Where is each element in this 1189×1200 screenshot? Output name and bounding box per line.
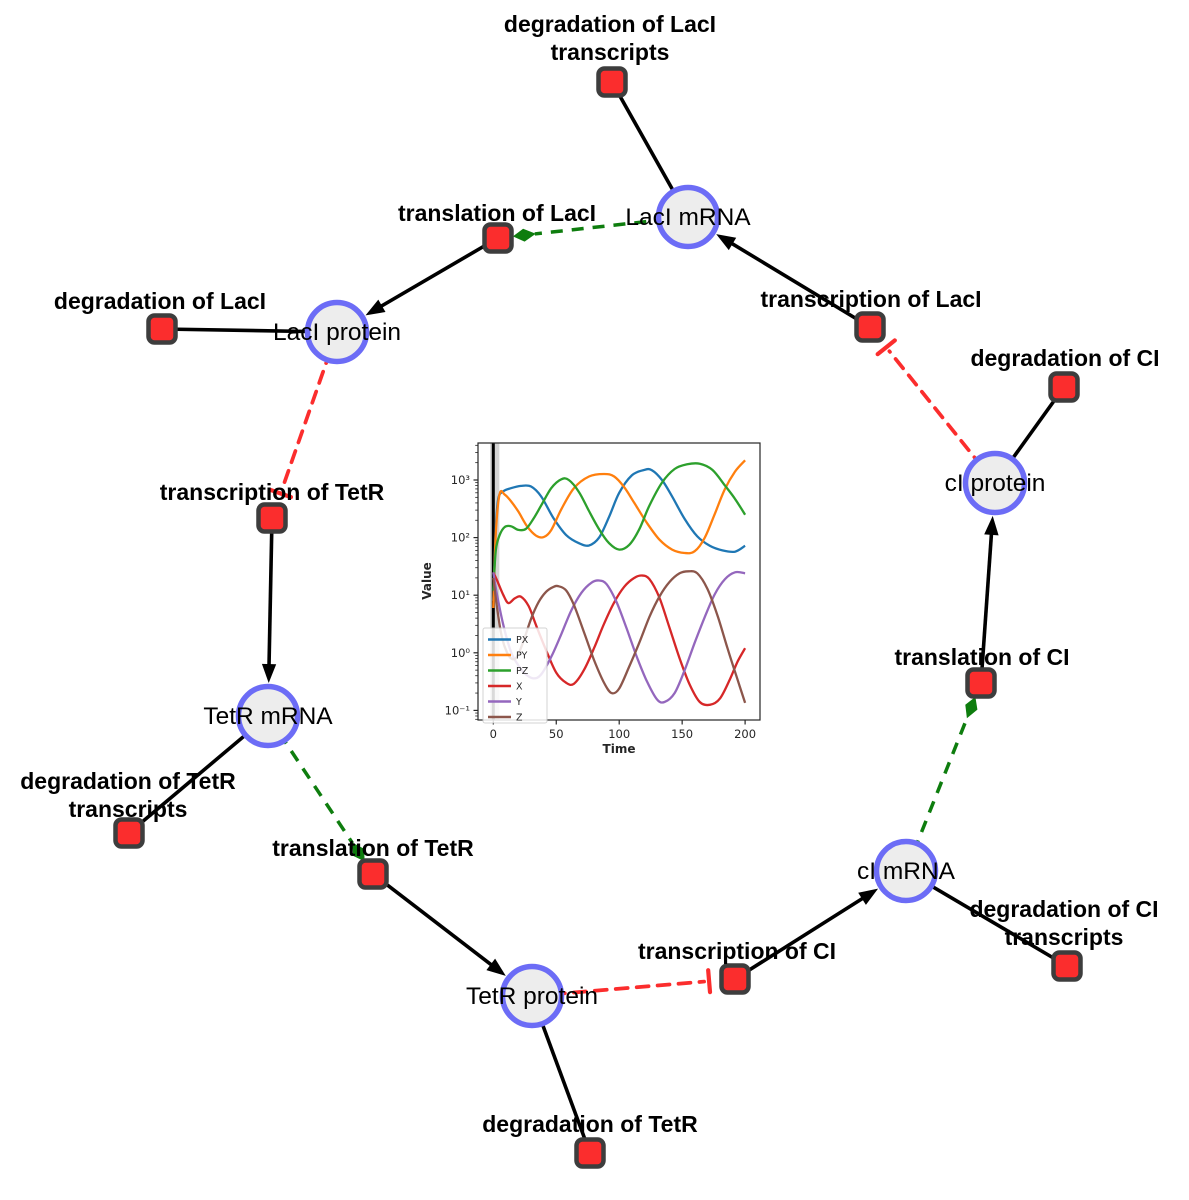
edge-production-transcription-laci-to-laci-mrna-arrowhead xyxy=(716,234,737,251)
species-node-laci-protein[interactable] xyxy=(304,299,370,365)
labels-layer: LacI mRNA LacI protein TetR mRNA TetR prote… xyxy=(20,11,1159,1137)
legend-label-PZ: PZ xyxy=(516,666,529,677)
reaction-node-transcription-laci[interactable] xyxy=(854,311,886,343)
reaction-label-deg-ci-transcripts: degradation of CI transcripts xyxy=(969,896,1158,950)
species-label-ci-mrna: cI mRNA xyxy=(857,858,956,885)
reaction-label-line: transcripts xyxy=(551,39,670,65)
reaction-label-deg-tetr: degradation of TetR xyxy=(482,1111,698,1137)
edge-production-translation-ci-to-ci-protein xyxy=(979,530,994,684)
species-label-ci-protein: cI protein xyxy=(945,470,1046,497)
reaction-label-deg-laci-transcripts: degradation of LacI transcripts xyxy=(504,11,716,65)
reaction-label-line: translation of TetR xyxy=(272,835,474,861)
reaction-label-deg-laci: degradation of LacI xyxy=(54,288,266,314)
reaction-label-translation-ci: translation of CI xyxy=(894,644,1069,670)
legend-label-PX: PX xyxy=(516,635,529,646)
reaction-node-deg-ci[interactable] xyxy=(1048,371,1080,403)
edge-production-transcription-tetr-to-tetr-mrna xyxy=(267,517,274,669)
x-tick-label: 0 xyxy=(490,727,497,741)
x-tick-label: 50 xyxy=(549,727,564,741)
reaction-label-deg-ci: degradation of CI xyxy=(970,345,1159,371)
species-node-tetr-protein[interactable] xyxy=(499,963,565,1029)
legend-label-PY: PY xyxy=(516,651,528,662)
reaction-label-line: degradation of TetR xyxy=(20,768,236,794)
reaction-label-line: degradation of LacI xyxy=(54,288,266,314)
species-node-ci-protein[interactable] xyxy=(962,450,1028,516)
reaction-label-line: degradation of CI xyxy=(970,345,1159,371)
reaction-label-transcription-tetr: transcription of TetR xyxy=(160,479,385,505)
reaction-label-transcription-ci: transcription of CI xyxy=(638,938,836,964)
species-label-laci-mrna: LacI mRNA xyxy=(625,204,751,231)
reaction-label-line: degradation of TetR xyxy=(482,1111,698,1137)
species-node-tetr-mrna[interactable] xyxy=(235,683,301,749)
edge-modifier-tetr-mrna-to-translation-tetr-arrowhead xyxy=(352,842,365,862)
legend-label-Z: Z xyxy=(516,713,523,724)
edge-inhibition-ci-protein-to-transcription-laci-bar xyxy=(875,338,897,357)
reaction-label-translation-tetr: translation of TetR xyxy=(272,835,474,861)
edge-inhibition-laci-protein-to-transcription-tetr-bar xyxy=(268,487,294,500)
legend-box xyxy=(482,627,548,724)
species-label-tetr-protein: TetR protein xyxy=(466,983,598,1010)
legend-label-X: X xyxy=(516,682,523,693)
reaction-label-line: transcripts xyxy=(69,796,188,822)
species-label-laci-protein: LacI protein xyxy=(273,319,401,346)
reaction-node-translation-ci[interactable] xyxy=(965,667,997,699)
x-axis-title: Time xyxy=(603,742,636,756)
reaction-node-deg-tetr-transcripts[interactable] xyxy=(113,817,145,849)
x-tick-label: 150 xyxy=(671,727,693,741)
x-tick-label: 200 xyxy=(734,727,756,741)
y-tick-label: 10¹ xyxy=(451,588,470,602)
edge-modifier-laci-mrna-to-translation-laci-arrowhead xyxy=(512,228,536,242)
reaction-node-translation-tetr[interactable] xyxy=(357,858,389,890)
species-node-ci-mrna[interactable] xyxy=(873,838,939,904)
reaction-node-transcription-ci[interactable] xyxy=(719,963,751,995)
y-tick-label: 10⁻¹ xyxy=(445,703,470,717)
x-tick-label: 100 xyxy=(608,727,630,741)
edge-production-translation-tetr-to-tetr-protein xyxy=(371,872,496,969)
series-line-PY xyxy=(492,459,746,609)
y-tick-label: 10² xyxy=(451,531,470,545)
edge-production-translation-laci-to-laci-protein-arrowhead xyxy=(365,299,386,316)
legend-label-Y: Y xyxy=(515,697,522,708)
edge-inhibition-tetr-protein-to-transcription-ci-bar xyxy=(706,968,713,995)
reaction-label-line: degradation of CI xyxy=(969,896,1158,922)
edge-production-translation-ci-to-ci-protein-arrowhead xyxy=(984,515,999,536)
reaction-label-line: degradation of LacI xyxy=(504,11,716,37)
reaction-label-transcription-laci: transcription of LacI xyxy=(760,286,981,312)
series-line-X xyxy=(492,571,747,707)
reaction-node-deg-laci[interactable] xyxy=(146,313,178,345)
edge-production-transcription-ci-to-ci-mrna xyxy=(734,895,867,981)
species-label-tetr-mrna: TetR mRNA xyxy=(203,703,333,730)
reaction-node-translation-laci[interactable] xyxy=(482,222,514,254)
reaction-node-deg-laci-transcripts[interactable] xyxy=(596,66,628,98)
reaction-label-line: translation of CI xyxy=(894,644,1069,670)
edge-production-transcription-tetr-to-tetr-mrna-arrowhead xyxy=(261,663,277,683)
reaction-node-transcription-tetr[interactable] xyxy=(256,502,288,534)
y-axis-title: Value xyxy=(420,562,434,600)
y-tick-label: 10³ xyxy=(451,473,471,487)
reaction-label-line: transcription of TetR xyxy=(160,479,385,505)
reaction-label-translation-laci: translation of LacI xyxy=(398,200,596,226)
edge-production-translation-tetr-to-tetr-protein-arrowhead xyxy=(486,958,506,976)
chart-legend: PX PY PZ XYZ xyxy=(482,627,548,724)
edge-modifier-ci-mrna-to-translation-ci-arrowhead xyxy=(965,696,978,719)
reaction-node-deg-tetr[interactable] xyxy=(574,1137,606,1169)
reaction-label-line: transcripts xyxy=(1005,924,1124,950)
reaction-label-line: transcription of CI xyxy=(638,938,836,964)
edge-production-transcription-laci-to-laci-mrna xyxy=(728,240,871,329)
reaction-node-deg-ci-transcripts[interactable] xyxy=(1051,950,1083,982)
reaction-label-deg-tetr-transcripts: degradation of TetR transcripts xyxy=(20,768,236,822)
reaction-label-line: translation of LacI xyxy=(398,200,596,226)
reaction-label-line: transcription of LacI xyxy=(760,286,981,312)
series-line-PZ xyxy=(492,462,747,591)
edge-production-translation-laci-to-laci-protein xyxy=(377,236,499,310)
edge-production-transcription-ci-to-ci-mrna-arrowhead xyxy=(858,888,879,905)
series-line-PX xyxy=(492,467,746,601)
nodes-layer xyxy=(113,66,1083,1169)
y-tick-label: 10⁰ xyxy=(451,646,471,660)
species-node-laci-mrna[interactable] xyxy=(655,184,721,250)
inset-chart: 0 50 100 150 20010⁻¹10⁰10¹10²10³TimeValuePXP… xyxy=(420,442,761,756)
